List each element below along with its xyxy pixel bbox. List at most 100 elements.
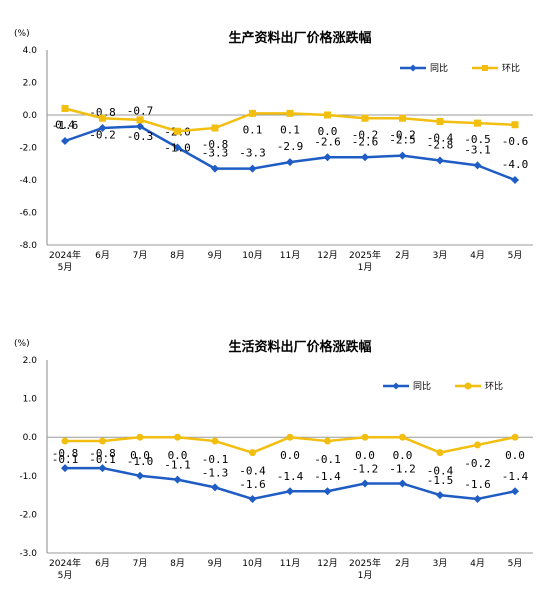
- data-point: [399, 114, 406, 122]
- data-label: -2.5: [389, 134, 416, 147]
- production-materials-chart: 生产资料出厂价格涨跌幅 (%) 4.0 2.0 0.0 -2.0 -4.0 -6.0 -8.0 2…: [14, 29, 533, 273]
- x-tick-label: 2025年: [349, 557, 381, 569]
- data-point: [248, 494, 257, 503]
- data-point: [361, 153, 369, 162]
- x-tick-label: 5月: [508, 250, 523, 261]
- data-label: -0.8: [52, 447, 79, 460]
- data-point: [249, 449, 256, 457]
- data-label: -3.3: [202, 147, 229, 160]
- data-label: 0.0: [505, 449, 525, 462]
- x-tick-label: 5月: [58, 262, 73, 273]
- x-tick-label: 7月: [133, 250, 148, 261]
- data-label: -0.1: [89, 453, 116, 466]
- data-point: [436, 118, 444, 125]
- data-point: [436, 156, 444, 165]
- data-label: -1.4: [502, 470, 529, 483]
- data-label: -3.1: [464, 143, 491, 156]
- data-point: [173, 143, 182, 152]
- y-tick-label: 2.0: [23, 356, 38, 366]
- data-label: -0.4: [239, 465, 266, 478]
- chart-title: 生活资料出厂价格涨跌幅: [228, 339, 371, 355]
- data-point: [436, 491, 444, 500]
- x-tick-label: 12月: [317, 250, 337, 261]
- data-label: -1.0: [127, 455, 154, 468]
- data-point: [61, 105, 69, 112]
- data-label: -0.8: [89, 447, 116, 460]
- data-label: -0.1: [52, 453, 79, 466]
- data-point: [248, 164, 257, 173]
- data-point: [249, 109, 256, 117]
- data-label: 0.0: [393, 449, 413, 462]
- data-point: [436, 449, 444, 457]
- data-label: -2.6: [314, 135, 341, 148]
- y-tick-label: -2.0: [19, 510, 37, 520]
- data-point: [361, 114, 369, 122]
- x-tick-label: 8月: [170, 250, 185, 261]
- data-label: 0.0: [280, 449, 300, 462]
- y-tick-label: -4.0: [19, 176, 37, 186]
- data-label: 0.1: [280, 123, 300, 136]
- legend-label: 环比: [502, 62, 520, 74]
- y-tick-label: -2.0: [19, 144, 37, 154]
- data-label: 0.0: [318, 125, 338, 138]
- chart-title: 生产资料出厂价格涨跌幅: [228, 30, 371, 46]
- data-label: -0.4: [427, 132, 454, 145]
- data-point: [286, 487, 294, 496]
- data-point: [286, 433, 294, 441]
- data-point: [398, 479, 407, 488]
- data-point: [98, 124, 107, 132]
- data-point: [511, 176, 519, 184]
- x-tick-label: 6月: [95, 558, 110, 569]
- x-tick-label: 11月: [280, 558, 300, 569]
- y-tick-label: 2.0: [23, 79, 38, 89]
- data-label: -2.9: [277, 140, 304, 153]
- data-point: [211, 164, 219, 173]
- data-label: -0.2: [352, 128, 379, 141]
- x-tick-label: 2024年: [49, 557, 81, 569]
- x-tick-label: 5月: [508, 558, 523, 569]
- data-point: [511, 487, 519, 496]
- data-label: -0.1: [202, 453, 229, 466]
- x-tick-label: 2025年: [349, 249, 381, 261]
- data-point: [473, 494, 482, 503]
- y-unit-label: (%): [14, 339, 30, 349]
- data-point: [136, 471, 144, 480]
- y-unit-label: (%): [14, 29, 30, 39]
- data-point: [324, 437, 331, 445]
- data-label: -1.6: [52, 119, 79, 132]
- data-label: -3.3: [239, 147, 266, 160]
- data-point: [361, 433, 369, 441]
- data-point: [211, 437, 219, 445]
- data-point: [286, 109, 294, 117]
- y-tick-label: -1.0: [19, 472, 37, 482]
- y-tick-label: 0.0: [23, 111, 38, 121]
- data-point: [211, 124, 219, 132]
- legend-marker: [482, 65, 488, 71]
- data-point: [511, 433, 519, 441]
- x-tick-label: 3月: [433, 250, 448, 261]
- x-tick-label: 11月: [280, 250, 300, 261]
- x-tick-label: 1月: [358, 570, 373, 581]
- data-label: -1.5: [427, 474, 454, 487]
- data-label: -0.8: [202, 138, 229, 151]
- data-point: [286, 158, 294, 167]
- x-tick-label: 12月: [317, 558, 337, 569]
- data-point: [173, 475, 182, 484]
- legend-label: 环比: [485, 380, 503, 392]
- data-point: [474, 441, 481, 449]
- data-label: -4.0: [502, 158, 529, 171]
- data-point: [136, 433, 144, 441]
- data-point: [511, 121, 519, 129]
- data-label: 0.4: [55, 119, 75, 132]
- legend-marker: [392, 382, 400, 390]
- legend-marker: [464, 382, 472, 390]
- data-point: [473, 161, 482, 170]
- consumer-goods-chart: 生活资料出厂价格涨跌幅(%)2.01.00.0-1.0-2.0-3.02024年…: [14, 339, 533, 581]
- data-label: -0.2: [89, 128, 116, 141]
- y-tick-label: 0.0: [23, 433, 38, 443]
- data-label: -2.8: [427, 139, 454, 152]
- y-tick-label: -8.0: [19, 241, 37, 251]
- legend-label: 同比: [430, 62, 448, 74]
- x-tick-label: 7月: [133, 558, 148, 569]
- x-tick-label: 4月: [470, 250, 485, 261]
